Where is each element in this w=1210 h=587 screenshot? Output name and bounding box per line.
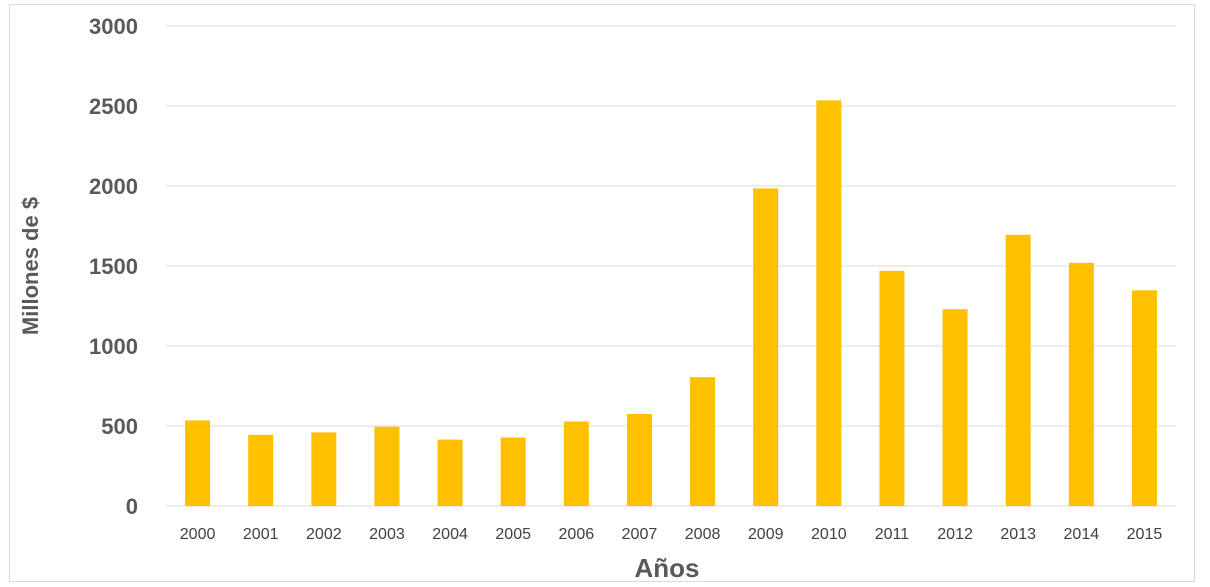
- y-tick-labels: 0 500 1000 1500 2000 2500 3000: [89, 14, 138, 519]
- bar-2014: [1068, 262, 1094, 506]
- x-tick-label: 2004: [432, 526, 468, 543]
- bar-2003: [374, 426, 400, 506]
- x-tick-label: 2002: [306, 526, 342, 543]
- y-axis-label: Millones de $: [18, 197, 43, 335]
- bar-2009: [753, 188, 779, 506]
- bars: [185, 100, 1157, 507]
- x-tick-label: 2009: [748, 526, 784, 543]
- bar-2002: [311, 432, 337, 506]
- x-tick-label: 2013: [1000, 526, 1036, 543]
- bar-2015: [1131, 290, 1157, 506]
- x-axis-label: Años: [635, 553, 700, 583]
- x-tick-labels: 2000 2001 2002 2003 2004 2005 2006 2007 2008 2009…: [180, 526, 1163, 543]
- x-tick-label: 2001: [243, 526, 279, 543]
- bar-2000: [185, 420, 211, 506]
- bar-2011: [879, 270, 905, 506]
- x-tick-label: 2011: [875, 526, 910, 543]
- x-tick-label: 2012: [937, 526, 973, 543]
- x-tick-label: 2005: [495, 526, 531, 543]
- bar-2013: [1005, 234, 1031, 507]
- bar-2006: [563, 421, 589, 506]
- bar-2001: [248, 434, 274, 506]
- x-tick-label: 2006: [559, 526, 595, 543]
- y-tick-label: 2500: [89, 94, 138, 119]
- y-tick-label: 2000: [89, 174, 138, 199]
- bar-2004: [437, 439, 463, 506]
- y-tick-label: 1500: [89, 254, 138, 279]
- x-tick-label: 2015: [1127, 526, 1163, 543]
- x-tick-label: 2010: [811, 526, 847, 543]
- bar-2012: [942, 309, 968, 506]
- y-tick-label: 0: [126, 494, 138, 519]
- bar-2010: [816, 100, 842, 507]
- y-tick-label: 3000: [89, 14, 138, 39]
- y-tick-label: 500: [101, 414, 138, 439]
- x-tick-label: 2000: [180, 526, 216, 543]
- x-tick-label: 2008: [685, 526, 721, 543]
- bar-2005: [500, 437, 526, 506]
- y-tick-label: 1000: [89, 334, 138, 359]
- x-tick-label: 2003: [369, 526, 405, 543]
- bar-2007: [626, 414, 652, 506]
- bar-2008: [690, 377, 716, 506]
- x-tick-label: 2007: [622, 526, 658, 543]
- x-tick-label: 2014: [1064, 526, 1100, 543]
